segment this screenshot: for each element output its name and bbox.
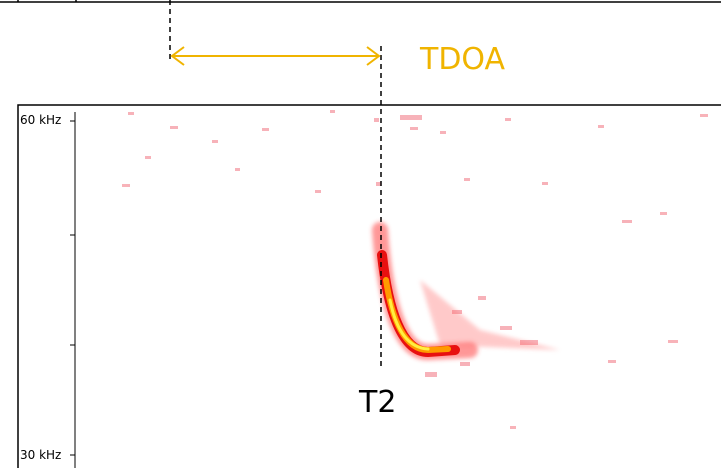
markers — [169, 0, 382, 366]
tdoa-arrow — [170, 46, 381, 66]
call-signal — [372, 222, 560, 360]
spectrogram-panel — [17, 104, 721, 468]
top-panel — [0, 0, 721, 3]
t2-label: T2 — [358, 385, 396, 420]
frequency-axis — [70, 112, 76, 468]
noise — [122, 110, 708, 429]
tdoa-label: TDOA — [419, 42, 506, 77]
axis-label-top: 60 kHz — [20, 113, 61, 127]
axis-label-bottom: 30 kHz — [20, 448, 61, 462]
